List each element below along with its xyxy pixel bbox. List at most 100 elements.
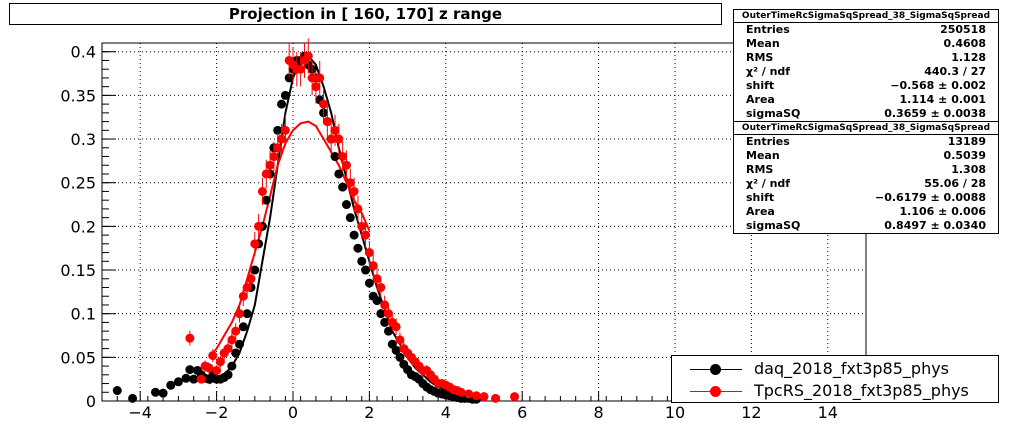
stats-value: 0.3659 ± 0.0038 bbox=[884, 107, 986, 120]
stats-value: 13189 bbox=[947, 135, 986, 148]
data-point bbox=[334, 134, 344, 144]
x-tick-label: 14 bbox=[818, 403, 838, 422]
series-1 bbox=[185, 38, 520, 403]
data-point bbox=[250, 239, 260, 249]
data-point bbox=[330, 125, 340, 135]
legend-entry-tpcrs: TpcRS_2018_fxt3p85_phys bbox=[672, 380, 998, 402]
data-point bbox=[345, 213, 355, 223]
stats-label: Entries bbox=[746, 135, 790, 148]
legend-entry-daq: daq_2018_fxt3p85_phys bbox=[672, 358, 998, 380]
stats-label: χ² / ndf bbox=[746, 65, 791, 78]
data-point bbox=[185, 365, 195, 375]
y-tick-label: 0.25 bbox=[60, 174, 96, 193]
data-point bbox=[326, 134, 336, 144]
data-point bbox=[227, 361, 237, 371]
y-tick-label: 0.3 bbox=[71, 130, 96, 149]
stats-header: OuterTimeRcSigmaSqSpread_38_SigmaSqSprea… bbox=[734, 122, 998, 135]
data-point bbox=[242, 309, 252, 319]
stats-value: −0.6179 ± 0.0088 bbox=[875, 191, 986, 204]
x-tick-label: −2 bbox=[205, 403, 229, 422]
data-point bbox=[357, 221, 367, 231]
stats-value: 1.106 ± 0.006 bbox=[899, 205, 986, 218]
stats-label: RMS bbox=[746, 163, 774, 176]
stats-box-daq: OuterTimeRcSigmaSqSpread_38_SigmaSqSprea… bbox=[733, 9, 999, 122]
data-point bbox=[391, 322, 401, 332]
data-point bbox=[303, 51, 313, 61]
stats-value: 1.114 ± 0.001 bbox=[899, 93, 986, 106]
stats-label: Area bbox=[746, 205, 775, 218]
data-point bbox=[364, 278, 374, 288]
data-point bbox=[231, 348, 241, 358]
stats-value: 440.3 / 27 bbox=[924, 65, 986, 78]
chart-title: Projection in [ 160, 170] z range bbox=[9, 3, 722, 25]
stats-row: Area 1.106 ± 0.006 bbox=[734, 205, 998, 219]
data-point bbox=[128, 393, 138, 403]
data-point bbox=[189, 374, 199, 384]
stats-row: χ² / ndf 440.3 / 27 bbox=[734, 65, 998, 79]
data-point bbox=[338, 182, 348, 192]
stats-row: shift −0.6179 ± 0.0088 bbox=[734, 191, 998, 205]
data-point bbox=[235, 309, 245, 319]
data-points bbox=[112, 38, 520, 404]
data-point bbox=[223, 370, 233, 380]
stats-value: 0.8497 ± 0.0340 bbox=[884, 219, 986, 232]
x-tick-label: 6 bbox=[517, 403, 527, 422]
data-point bbox=[357, 256, 367, 266]
data-point bbox=[380, 300, 390, 310]
data-point bbox=[254, 221, 264, 231]
data-point bbox=[368, 261, 378, 271]
data-point bbox=[215, 357, 225, 367]
y-tick-label: 0 bbox=[86, 392, 96, 411]
data-point bbox=[353, 243, 363, 253]
stats-row: sigmaSQ 0.3659 ± 0.0038 bbox=[734, 107, 998, 121]
data-point bbox=[319, 99, 329, 109]
stats-label: RMS bbox=[746, 51, 774, 64]
data-point bbox=[372, 274, 382, 284]
data-point bbox=[296, 64, 306, 74]
legend-label: TpcRS_2018_fxt3p85_phys bbox=[754, 381, 969, 400]
data-point bbox=[349, 230, 359, 240]
stats-row: sigmaSQ 0.8497 ± 0.0340 bbox=[734, 219, 998, 233]
stats-row: Entries 250518 bbox=[734, 23, 998, 37]
data-point bbox=[490, 393, 500, 403]
data-point bbox=[315, 73, 325, 83]
data-point bbox=[349, 186, 359, 196]
stats-value: −0.568 ± 0.002 bbox=[890, 79, 986, 92]
stats-label: shift bbox=[746, 79, 775, 92]
stats-value: 0.4608 bbox=[943, 37, 986, 50]
data-point bbox=[280, 125, 290, 135]
data-point bbox=[479, 392, 489, 402]
data-point bbox=[277, 134, 287, 144]
data-point bbox=[330, 152, 340, 162]
stats-label: Mean bbox=[746, 149, 780, 162]
data-point bbox=[395, 352, 405, 362]
data-point bbox=[246, 274, 256, 284]
data-point bbox=[307, 73, 317, 83]
axis-ticks bbox=[101, 42, 867, 402]
data-point bbox=[334, 169, 344, 179]
stats-box-tpcrs: OuterTimeRcSigmaSqSpread_38_SigmaSqSprea… bbox=[733, 121, 999, 234]
y-tick-label: 0.2 bbox=[71, 217, 96, 236]
data-point bbox=[173, 377, 183, 387]
data-point bbox=[471, 391, 481, 401]
y-tick-label: 0.15 bbox=[60, 261, 96, 280]
stats-row: Area 1.114 ± 0.001 bbox=[734, 93, 998, 107]
tick-labels: −4 −2 0 2 4 6 8 10 12 14 0 0.05 0.1 0.15 0.2 0.25 0.3 0.3… bbox=[60, 43, 838, 422]
data-point bbox=[250, 265, 260, 275]
stats-row: Entries 13189 bbox=[734, 135, 998, 149]
legend-marker bbox=[710, 386, 721, 397]
data-point bbox=[269, 152, 279, 162]
data-point bbox=[242, 282, 252, 292]
data-point bbox=[380, 317, 390, 327]
data-point bbox=[261, 169, 271, 179]
data-point bbox=[158, 388, 168, 398]
data-point bbox=[235, 339, 245, 349]
data-point bbox=[361, 265, 371, 275]
data-point bbox=[273, 143, 283, 153]
legend: daq_2018_fxt3p85_phys TpcRS_2018_fxt3p85… bbox=[671, 355, 999, 403]
data-point bbox=[277, 99, 287, 109]
stats-row: RMS 1.128 bbox=[734, 51, 998, 65]
stats-row: shift −0.568 ± 0.002 bbox=[734, 79, 998, 93]
data-point bbox=[395, 335, 405, 345]
data-point bbox=[376, 309, 386, 319]
